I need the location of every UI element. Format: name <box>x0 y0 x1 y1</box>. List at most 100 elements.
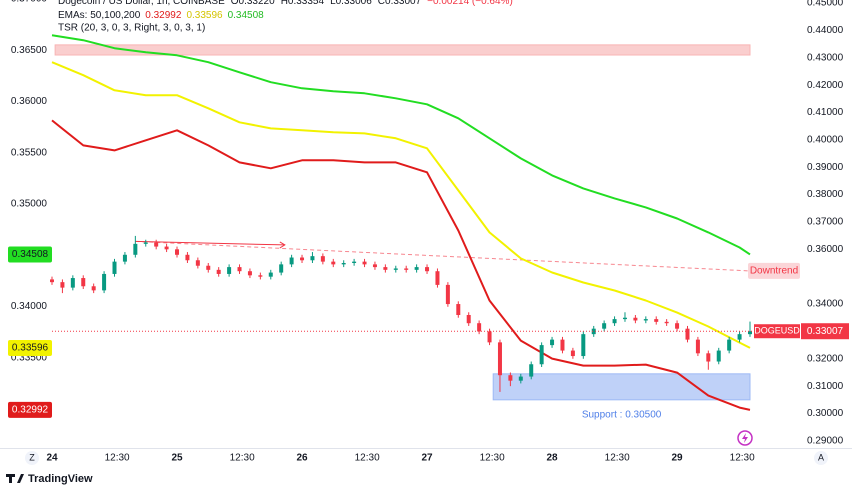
brand-logo <box>6 474 24 483</box>
candle-body <box>60 282 65 288</box>
candle-body <box>341 262 346 265</box>
candle-body <box>81 278 86 287</box>
legend-ohlc: H0.33354 <box>281 0 325 7</box>
price-label: 0.33007 <box>807 326 844 337</box>
legend-ema: EMAs: 50,100,200 0.32992 0.33596 0.34508 <box>58 10 264 21</box>
candle-body <box>425 267 430 272</box>
candle-body <box>247 271 252 276</box>
candle-body <box>143 242 148 244</box>
candle-body <box>435 271 440 285</box>
candle-body <box>508 375 513 381</box>
y2-tick-label: 0.37000 <box>807 217 844 228</box>
arrow-head <box>279 241 286 249</box>
candle-body <box>320 256 325 262</box>
ema-line <box>51 34 751 256</box>
legend-title: Dogecoin / US Dollar, 1h, COINBASE O0.332… <box>58 0 513 7</box>
ema-badge-label: 0.34508 <box>12 249 49 260</box>
y2-tick-label: 0.30000 <box>807 408 844 419</box>
candle-body <box>664 321 669 324</box>
candle-body <box>675 323 680 329</box>
downtrend-label: Downtrend <box>750 266 798 277</box>
alert-icon <box>742 433 748 443</box>
ema-line <box>51 119 751 411</box>
candle-body <box>560 339 565 351</box>
y-tick-label: 0.34000 <box>11 301 48 312</box>
candle-body <box>529 364 534 377</box>
ema-line <box>51 61 751 349</box>
x-tick-label: 12:30 <box>480 453 505 464</box>
candle-body <box>279 264 284 273</box>
x-tick-label: 12:30 <box>105 453 130 464</box>
x-tick-label: 29 <box>672 453 684 464</box>
candle-body <box>237 267 242 272</box>
candle-body <box>227 267 232 274</box>
candle-body <box>383 267 388 270</box>
candle-body <box>133 243 138 255</box>
symbol-badge <box>754 324 800 339</box>
y2-tick-label: 0.41000 <box>807 107 844 118</box>
left-button-label: Z <box>29 452 35 462</box>
candle-body <box>695 339 700 354</box>
candle-body <box>91 286 96 291</box>
x-tick-label: 25 <box>171 453 183 464</box>
y2-tick-label: 0.45000 <box>807 0 844 9</box>
x-tick-label: 12:30 <box>230 453 255 464</box>
candle-body <box>654 319 659 322</box>
candle-body <box>195 260 200 266</box>
candle-body <box>393 268 398 270</box>
legend-tsr: TSR (20, 3, 0, 3, Right, 3, 0, 3, 1) <box>58 23 205 34</box>
candle-body <box>747 331 752 335</box>
x-tick-label: 12:30 <box>605 453 630 464</box>
legend-ema-name: EMAs: 50,100,200 <box>58 10 141 21</box>
legend-symbol: Dogecoin / US Dollar, 1h, COINBASE <box>58 0 225 7</box>
candle-body <box>175 249 180 255</box>
y2-tick-label: 0.43000 <box>807 52 844 63</box>
candle-body <box>581 334 586 357</box>
y2-tick-label: 0.31000 <box>807 381 844 392</box>
candle-body <box>300 257 305 261</box>
y2-tick-label: 0.34000 <box>807 299 844 310</box>
ema-badge <box>8 401 52 418</box>
y2-tick-label: 0.38000 <box>807 189 844 200</box>
support-label: Support : 0.30500 <box>582 409 662 420</box>
x-tick-label: 12:30 <box>730 453 755 464</box>
legend-ohlc: C0.33007 <box>378 0 422 7</box>
alert-icon-bg <box>737 430 753 446</box>
candle-body <box>258 275 263 277</box>
ema-badge <box>8 339 52 356</box>
y2-tick-label: 0.40000 <box>807 134 844 145</box>
legend-ema-value: 0.34508 <box>228 10 265 21</box>
y2-tick-label: 0.42000 <box>807 80 844 91</box>
candle-body <box>685 328 690 340</box>
downtrend-line <box>135 240 751 272</box>
ema-badge-label: 0.33596 <box>12 343 49 354</box>
candle-body <box>154 242 159 247</box>
candle-body <box>602 323 607 329</box>
y2-tick-label: 0.39000 <box>807 162 844 173</box>
candle-body <box>185 254 190 261</box>
candle-body <box>122 254 127 262</box>
candle-body <box>331 261 336 265</box>
symbol-label: DOGEUSD <box>754 326 800 336</box>
legend-ohlc: L0.33006 <box>330 0 372 7</box>
candle-body <box>372 264 377 268</box>
x-tick-label: 28 <box>546 453 558 464</box>
ema-badge-label: 0.32992 <box>12 405 49 416</box>
candle-body <box>112 261 117 274</box>
candle-body <box>539 345 544 365</box>
right-button-label: A <box>818 452 824 462</box>
ema-badge <box>8 246 52 263</box>
brand-name: TradingView <box>28 473 93 485</box>
candle-body <box>268 272 273 277</box>
x-tick-label: 26 <box>296 453 308 464</box>
candle-body <box>643 319 648 321</box>
candle-body <box>706 353 711 362</box>
left-button <box>25 451 39 465</box>
legend-ema-value: 0.32992 <box>145 10 182 21</box>
y2-tick-label: 0.32000 <box>807 353 844 364</box>
legend-ema-value: 0.33596 <box>186 10 223 21</box>
right-button <box>814 451 828 465</box>
legend-ohlc: −0.00214 (−0.64%) <box>427 0 513 7</box>
